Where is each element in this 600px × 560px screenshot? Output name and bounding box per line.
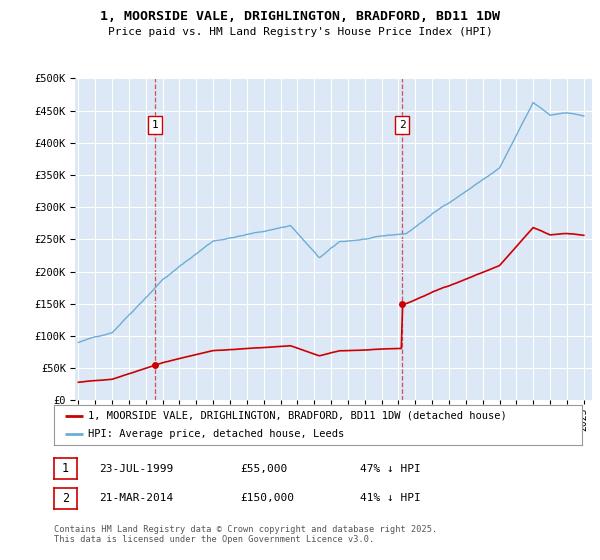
Text: 1: 1 [152,120,158,130]
Text: 2: 2 [399,120,406,130]
Text: Contains HM Land Registry data © Crown copyright and database right 2025.
This d: Contains HM Land Registry data © Crown c… [54,525,437,544]
Text: 1, MOORSIDE VALE, DRIGHLINGTON, BRADFORD, BD11 1DW (detached house): 1, MOORSIDE VALE, DRIGHLINGTON, BRADFORD… [88,411,507,421]
Text: 23-JUL-1999: 23-JUL-1999 [99,464,173,474]
Text: 41% ↓ HPI: 41% ↓ HPI [360,493,421,503]
Text: 1: 1 [62,462,69,475]
Text: HPI: Average price, detached house, Leeds: HPI: Average price, detached house, Leed… [88,430,344,439]
Text: £55,000: £55,000 [240,464,287,474]
Text: 2: 2 [62,492,69,505]
Text: 21-MAR-2014: 21-MAR-2014 [99,493,173,503]
Text: 47% ↓ HPI: 47% ↓ HPI [360,464,421,474]
Text: 1, MOORSIDE VALE, DRIGHLINGTON, BRADFORD, BD11 1DW: 1, MOORSIDE VALE, DRIGHLINGTON, BRADFORD… [100,10,500,22]
Text: Price paid vs. HM Land Registry's House Price Index (HPI): Price paid vs. HM Land Registry's House … [107,27,493,37]
Text: £150,000: £150,000 [240,493,294,503]
